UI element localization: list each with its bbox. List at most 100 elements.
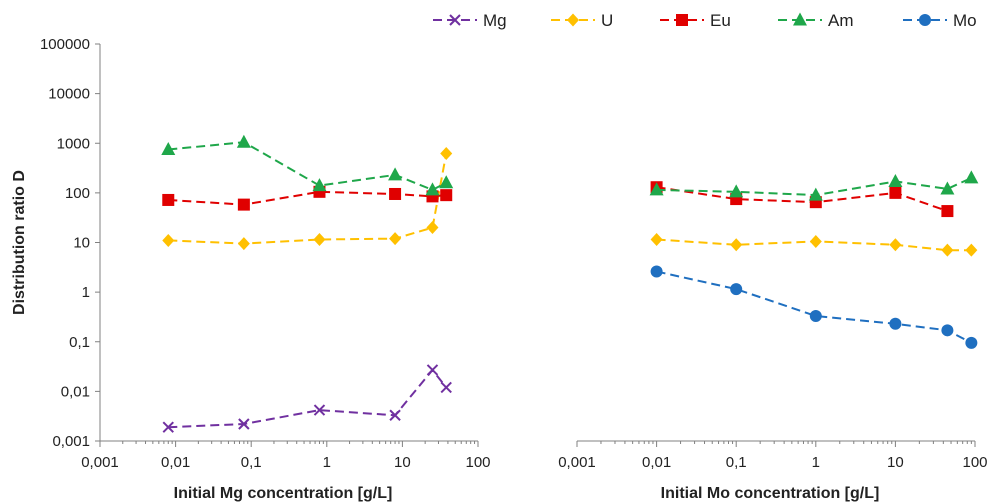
y-tick-label: 0,001 (52, 433, 90, 450)
series-u (650, 232, 978, 257)
data-point-am (312, 178, 327, 192)
legend-marker-am (793, 12, 807, 26)
data-point-u (313, 232, 326, 246)
data-point-u (730, 238, 743, 252)
legend-label: Mo (953, 11, 977, 30)
legend-label: Am (828, 11, 854, 30)
data-point-mg (162, 421, 174, 433)
data-point-u (650, 232, 663, 246)
y-tick-label: 1000 (57, 135, 90, 152)
y-tick-label: 10000 (48, 86, 90, 103)
series-am (649, 170, 979, 201)
data-point-am (649, 182, 664, 196)
data-point-u (889, 238, 902, 252)
data-point-eu (162, 193, 175, 206)
data-point-eu (889, 186, 902, 199)
data-point-eu (389, 187, 402, 200)
data-point-u (389, 232, 402, 246)
data-point-mg (440, 381, 452, 394)
x-tick-label: 100 (962, 454, 987, 471)
x-tick-label: 0,01 (642, 454, 671, 471)
legend-entry-mg: Mg (433, 11, 507, 30)
data-point-am (439, 175, 454, 189)
data-point-am (888, 173, 903, 187)
data-point-u (941, 243, 954, 257)
x-tick-label: 100 (465, 454, 490, 471)
series-line-am (656, 176, 972, 197)
series-u (162, 147, 453, 251)
legend-marker-eu (676, 14, 688, 26)
series-line-am (168, 141, 447, 192)
data-point-mo (889, 317, 902, 330)
series-line-mo (656, 270, 972, 344)
legend-entry-mo: Mo (903, 11, 977, 30)
series-line-eu (168, 190, 447, 206)
data-point-eu (237, 198, 250, 211)
legend-label: Mg (483, 11, 507, 30)
legend-entry-am: Am (778, 11, 854, 30)
x-tick-label: 1 (812, 454, 820, 471)
panel-mo: 0,001 0,01 0,1 1 10 100 Initial Mo concentrati… (558, 170, 988, 502)
data-point-mo (650, 265, 663, 278)
data-point-mg (389, 409, 401, 421)
data-point-am (729, 184, 744, 198)
legend-entry-eu: Eu (660, 11, 731, 30)
data-point-am (964, 170, 979, 184)
x-tick-label: 10 (887, 454, 904, 471)
data-point-u (809, 234, 822, 248)
data-point-mo (730, 283, 743, 296)
y-tick-label: 10 (73, 235, 90, 252)
panel-mg: 0,001 0,01 0,1 1 10 100 0,001 0,01 0,1 1 10 100 1000… (11, 36, 491, 502)
data-point-eu (941, 205, 954, 218)
legend-marker-u (567, 13, 579, 27)
data-point-am (161, 141, 176, 155)
x-tick-label: 10 (394, 454, 411, 471)
series-am (161, 134, 454, 196)
data-point-mg (426, 364, 439, 376)
data-point-am (940, 181, 955, 195)
series-mg (162, 364, 452, 433)
legend: Mg U Eu Am Mo (433, 11, 977, 30)
data-point-am (808, 187, 823, 201)
x-tick-label: 0,1 (726, 454, 747, 471)
x-axis-title: Initial Mg concentration [g/L] (174, 485, 393, 502)
legend-entry-u: U (551, 11, 613, 30)
x-axis-title: Initial Mo concentration [g/L] (661, 485, 880, 502)
data-point-mg (313, 404, 326, 416)
y-tick-label: 0,01 (61, 383, 90, 400)
x-tick-label: 0,01 (161, 454, 190, 471)
series-eu (162, 185, 453, 211)
x-tick-label: 1 (323, 454, 331, 471)
series-mo (650, 265, 978, 349)
y-tick-label: 1 (82, 284, 90, 301)
legend-marker-mg (449, 14, 461, 26)
data-point-u (440, 147, 453, 161)
data-point-mg (238, 418, 250, 430)
legend-marker-mo (919, 14, 931, 26)
data-point-am (236, 134, 251, 148)
x-tick-label: 0,1 (241, 454, 262, 471)
data-point-am (425, 182, 440, 196)
data-point-eu (440, 189, 453, 202)
data-point-u (965, 243, 978, 257)
y-tick-label: 0,1 (69, 334, 90, 351)
y-tick-label: 100 (65, 185, 90, 202)
legend-label: U (601, 11, 613, 30)
y-axis-title: Distribution ratio D (11, 170, 28, 315)
x-tick-label: 0,001 (558, 454, 596, 471)
data-point-mo (809, 310, 822, 323)
data-point-u (237, 237, 250, 251)
data-point-am (388, 167, 403, 181)
series-line-mg (168, 368, 447, 429)
data-point-u (426, 221, 439, 235)
data-point-u (162, 233, 175, 247)
series-line-u (168, 153, 448, 245)
series-eu (650, 181, 954, 218)
data-point-mo (965, 336, 978, 349)
x-tick-label: 0,001 (81, 454, 119, 471)
data-point-mo (941, 324, 954, 337)
y-tick-label: 100000 (40, 36, 90, 53)
legend-label: Eu (710, 11, 731, 30)
